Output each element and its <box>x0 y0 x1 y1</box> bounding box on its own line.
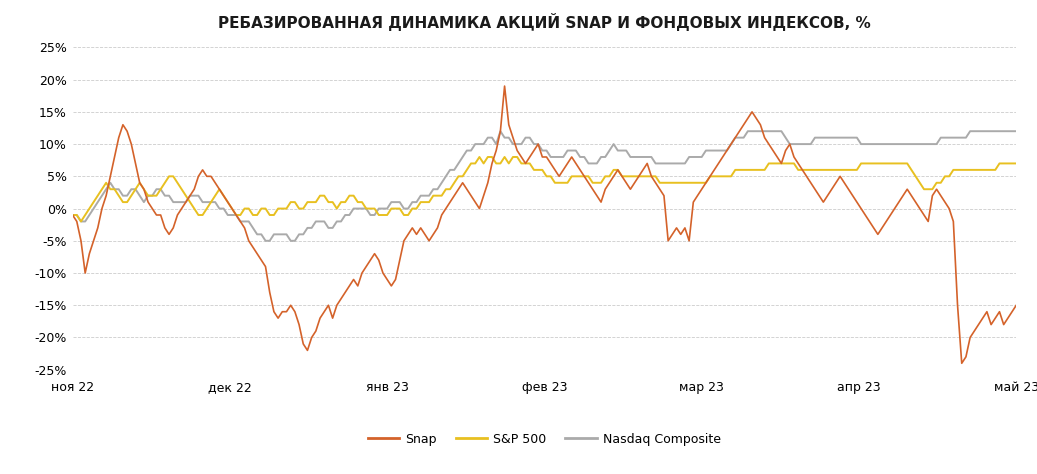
Nasdaq Composite <box>666 161 678 166</box>
Title: РЕБАЗИРОВАННАЯ ДИНАМИКА АКЦИЙ SNAP И ФОНДОВЫХ ИНДЕКСОВ, %: РЕБАЗИРОВАННАЯ ДИНАМИКА АКЦИЙ SNAP И ФОН… <box>218 13 871 31</box>
Nasdaq Composite <box>998 128 1010 134</box>
Snap <box>104 173 116 179</box>
Snap <box>499 83 511 89</box>
Snap <box>955 360 968 366</box>
S&P 500 <box>108 186 120 192</box>
S&P 500 <box>708 173 721 179</box>
Nasdaq Composite <box>708 148 721 154</box>
S&P 500 <box>595 180 608 186</box>
S&P 500 <box>1010 161 1022 166</box>
Snap <box>662 238 674 244</box>
Nasdaq Composite <box>495 128 507 134</box>
Snap <box>591 193 604 199</box>
Line: Snap: Snap <box>73 86 1016 363</box>
Line: Nasdaq Composite: Nasdaq Composite <box>73 131 1016 241</box>
S&P 500 <box>66 212 79 218</box>
S&P 500 <box>75 219 87 224</box>
Nasdaq Composite <box>66 212 79 218</box>
Snap <box>762 141 775 147</box>
Nasdaq Composite <box>766 128 779 134</box>
Nasdaq Composite <box>259 238 272 244</box>
Snap <box>998 322 1010 328</box>
Line: S&P 500: S&P 500 <box>73 157 1016 221</box>
Snap <box>66 212 79 218</box>
S&P 500 <box>766 161 779 166</box>
Legend: Snap, S&P 500, Nasdaq Composite: Snap, S&P 500, Nasdaq Composite <box>363 428 726 451</box>
Snap <box>704 173 717 179</box>
S&P 500 <box>666 180 678 186</box>
Snap <box>1010 302 1022 308</box>
Nasdaq Composite <box>595 154 608 160</box>
Nasdaq Composite <box>104 180 116 186</box>
S&P 500 <box>473 154 485 160</box>
Nasdaq Composite <box>1010 128 1022 134</box>
S&P 500 <box>998 161 1010 166</box>
